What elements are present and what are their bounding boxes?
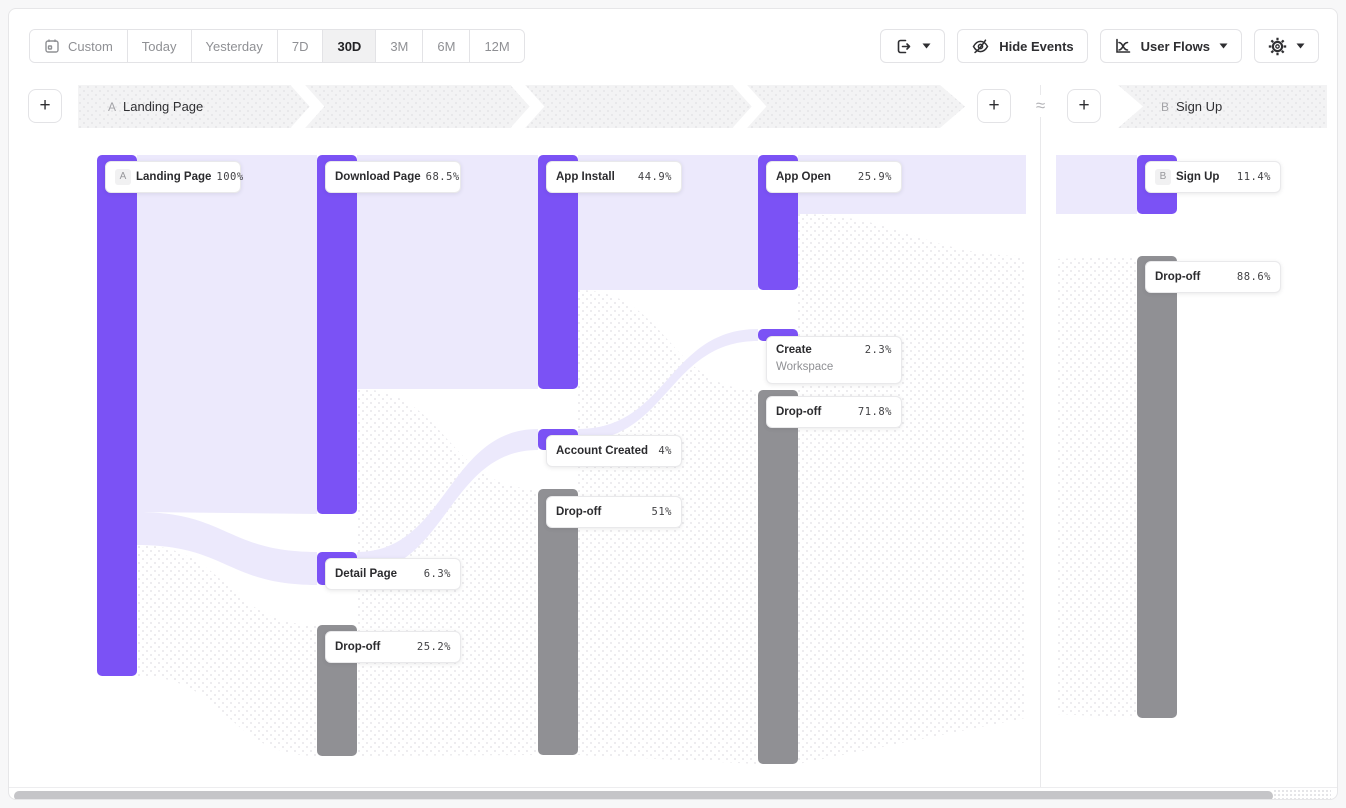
flow-accountcreated-to-createworkspace[interactable] [578,329,758,441]
node-card-app-install[interactable]: App Install 44.9% [546,161,682,193]
chevron-down-icon [922,43,931,49]
approx-connector: ≈ [1025,95,1056,117]
user-flows-panel: Custom Today Yesterday 7D 30D 3M 6M 12M … [8,8,1338,800]
eye-off-icon [972,38,989,53]
flow-appopen-to-signup-right[interactable] [1056,155,1137,214]
step-separator-chevron [290,85,325,128]
panel-divider [1040,85,1041,787]
dropoff-flow-step4 [798,214,1026,764]
node-card-create-workspace[interactable]: Create Workspace 2.3% [766,336,902,384]
date-range-label: Custom [68,38,113,54]
step-banner-b[interactable]: B Sign Up [1118,85,1327,128]
dropoff-flow-landing [137,545,317,756]
chevron-down-icon [1219,43,1228,49]
flow-detail-to-accountcreated[interactable] [357,429,538,573]
dropoff-flow-step5 [1056,256,1137,718]
node-badge-b: B [1155,169,1171,185]
banner-a-label: A Landing Page [108,85,203,128]
date-range-segmented-control: Custom Today Yesterday 7D 30D 3M 6M 12M [29,29,525,63]
calendar-icon [45,39,59,53]
node-card-account-created[interactable]: Account Created 4% [546,435,682,467]
add-step-button-end[interactable]: + [1067,89,1101,123]
scrollbar-separator [9,787,1337,788]
hide-events-button[interactable]: Hide Events [957,29,1088,63]
add-step-button-mid[interactable]: + [977,89,1011,123]
flow-landing-to-detail[interactable] [137,512,317,585]
date-range-today[interactable]: Today [126,30,191,62]
gear-icon [1268,37,1287,55]
node-card-detail-page[interactable]: Detail Page 6.3% [325,558,461,590]
node-card-app-open[interactable]: App Open 25.9% [766,161,902,193]
step-separator-chevron [510,85,545,128]
toolbar-right-tools: Hide Events User Flows [880,29,1319,63]
scrollbar-track [1273,789,1331,799]
node-card-dropoff-step4[interactable]: Drop-off 71.8% [766,396,902,428]
bar-download-page[interactable] [317,155,357,514]
banner-b-shape [1118,85,1327,128]
settings-button[interactable] [1254,29,1319,63]
step-separator-chevron [732,85,767,128]
step-b-badge: B [1161,99,1170,114]
view-selector-label: User Flows [1140,38,1210,54]
step-banner-a[interactable]: A Landing Page [78,85,968,128]
view-selector-button[interactable]: User Flows [1099,29,1242,63]
step-a-event-name: Landing Page [123,99,204,114]
add-step-button-start[interactable]: + [28,89,62,123]
node-card-dropoff-step2[interactable]: Drop-off 25.2% [325,631,461,663]
export-icon [897,39,911,53]
bar-landing-page[interactable] [97,155,137,676]
flow-landing-to-download[interactable] [137,155,317,514]
step-b-event-name: Sign Up [1176,99,1223,114]
user-flows-chart-icon [1115,38,1130,53]
bar-dropoff-step4[interactable] [758,390,798,764]
bar-app-install[interactable] [538,155,578,389]
date-range-3m[interactable]: 3M [375,30,423,62]
node-card-dropoff-step3[interactable]: Drop-off 51% [546,496,682,528]
bar-dropoff-step5[interactable] [1137,256,1177,718]
hide-events-label: Hide Events [999,38,1074,54]
banner-b-label: B Sign Up [1161,85,1222,128]
sankey-chart [97,155,1177,764]
horizontal-scrollbar-thumb[interactable] [14,791,1273,799]
date-range-7d[interactable]: 7D [276,30,323,62]
step-a-badge: A [108,99,117,114]
node-badge-a: A [115,169,131,185]
node-card-download-page[interactable]: Download Page 68.5% [325,161,461,193]
node-card-landing-page[interactable]: A Landing Page 100% [105,161,243,193]
date-range-yesterday[interactable]: Yesterday [190,30,277,62]
export-button[interactable] [880,29,946,63]
bar-dropoff-step3[interactable] [538,489,578,755]
date-range-30d[interactable]: 30D [322,30,376,62]
node-card-dropoff-step5[interactable]: Drop-off 88.6% [1145,261,1281,293]
date-range-custom[interactable]: Custom [30,30,127,62]
date-range-12m[interactable]: 12M [469,30,524,62]
date-range-6m[interactable]: 6M [422,30,470,62]
toolbar: Custom Today Yesterday 7D 30D 3M 6M 12M … [29,29,1319,63]
node-card-sign-up[interactable]: B Sign Up 11.4% [1145,161,1281,193]
flow-download-to-appinstall[interactable] [357,155,538,389]
chevron-down-icon [1296,43,1305,49]
